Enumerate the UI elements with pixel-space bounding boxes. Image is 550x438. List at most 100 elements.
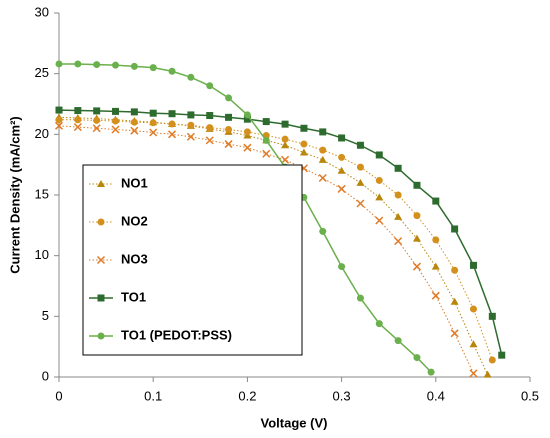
marker — [225, 94, 233, 102]
marker — [413, 212, 421, 220]
marker — [74, 60, 82, 68]
y-tick-label: 5 — [42, 308, 49, 323]
marker — [206, 112, 214, 120]
marker — [299, 148, 308, 156]
marker — [394, 191, 402, 199]
marker — [97, 332, 105, 340]
marker — [394, 337, 402, 345]
marker — [432, 236, 440, 244]
marker — [488, 312, 496, 320]
marker — [338, 263, 346, 271]
marker — [375, 151, 383, 159]
marker — [318, 155, 327, 163]
marker — [488, 356, 496, 364]
marker — [394, 237, 403, 246]
x-axis-title: Voltage (V) — [261, 415, 328, 430]
x-tick-label: 0.3 — [333, 388, 351, 403]
marker — [93, 107, 101, 115]
x-tick-label: 0.1 — [144, 388, 162, 403]
marker — [319, 227, 327, 235]
x-tick-label: 0.2 — [238, 388, 256, 403]
marker — [187, 111, 195, 119]
marker — [413, 181, 421, 189]
marker — [300, 140, 308, 148]
marker — [112, 61, 120, 69]
marker — [73, 123, 82, 132]
legend-box — [82, 164, 303, 356]
marker — [375, 216, 384, 225]
marker — [187, 73, 195, 81]
series-line — [59, 119, 493, 361]
y-tick-label: 0 — [42, 368, 49, 383]
y-axis-title: Current Density (mA/cm²) — [7, 116, 22, 273]
marker — [337, 166, 346, 174]
y-tick-label: 15 — [35, 186, 49, 201]
marker — [206, 124, 214, 132]
marker — [168, 110, 176, 118]
marker — [168, 67, 176, 75]
x-tick-label: 0 — [55, 388, 62, 403]
marker — [262, 136, 270, 144]
marker — [149, 64, 157, 72]
marker — [225, 125, 233, 133]
marker — [111, 125, 120, 134]
marker — [394, 164, 402, 172]
marker — [356, 163, 364, 171]
marker — [168, 130, 177, 139]
marker — [54, 121, 64, 130]
marker — [451, 266, 459, 274]
marker — [130, 108, 138, 116]
y-tick-label: 30 — [35, 4, 49, 19]
y-tick-label: 25 — [35, 65, 49, 80]
legend-label: NO2 — [121, 213, 148, 228]
marker — [224, 140, 233, 149]
marker — [149, 109, 157, 117]
marker — [243, 115, 251, 123]
marker — [469, 340, 478, 348]
marker — [469, 261, 477, 269]
marker — [450, 297, 459, 305]
marker — [356, 141, 364, 149]
marker — [337, 184, 346, 193]
marker — [55, 116, 63, 124]
marker — [451, 225, 459, 233]
legend-label: TO1 (PEDOT:PSS) — [121, 327, 232, 342]
marker — [319, 146, 327, 154]
marker — [281, 141, 290, 149]
marker — [375, 320, 383, 328]
legend-label: NO3 — [121, 251, 148, 266]
marker — [243, 128, 251, 136]
marker — [130, 118, 138, 126]
marker — [149, 128, 158, 137]
marker — [356, 178, 365, 186]
marker — [319, 128, 327, 136]
y-tick-label: 10 — [35, 247, 49, 262]
marker — [96, 255, 106, 265]
marker — [356, 199, 365, 208]
marker — [431, 262, 440, 270]
marker — [338, 134, 346, 142]
marker — [469, 305, 477, 313]
marker — [55, 60, 63, 68]
legend-label: NO1 — [121, 175, 148, 190]
marker — [97, 180, 105, 187]
marker — [281, 120, 289, 128]
marker — [338, 153, 346, 161]
marker — [92, 124, 101, 133]
legend-label: TO1 — [121, 289, 146, 304]
marker — [431, 291, 440, 300]
marker — [93, 116, 101, 124]
marker — [93, 61, 101, 69]
marker — [281, 155, 290, 164]
marker — [375, 193, 384, 201]
marker — [498, 351, 506, 359]
marker — [168, 120, 176, 128]
marker — [112, 117, 120, 125]
marker — [375, 176, 383, 184]
marker — [130, 126, 139, 135]
marker — [225, 113, 233, 121]
marker — [74, 107, 82, 115]
marker — [450, 329, 459, 338]
